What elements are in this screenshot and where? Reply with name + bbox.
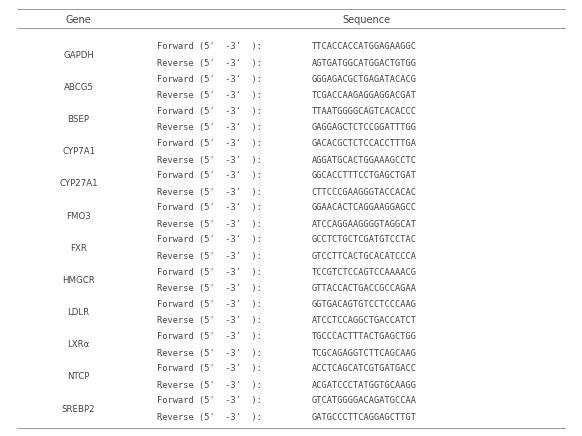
Text: SREBP2: SREBP2 bbox=[62, 405, 95, 413]
Text: TCGACCAAGAGGAGGACGAT: TCGACCAAGAGGAGGACGAT bbox=[311, 91, 416, 100]
Text: GGGAGACGCTGAGATACACG: GGGAGACGCTGAGATACACG bbox=[311, 75, 416, 84]
Text: Forward (5'  -3'  ):: Forward (5' -3' ): bbox=[157, 203, 262, 212]
Text: TCGCAGAGGTCTTCAGCAAG: TCGCAGAGGTCTTCAGCAAG bbox=[311, 348, 416, 358]
Text: GTCATGGGGACAGATGCCAA: GTCATGGGGACAGATGCCAA bbox=[311, 396, 416, 405]
Text: AGTGATGGCATGGACTGTGG: AGTGATGGCATGGACTGTGG bbox=[311, 59, 416, 68]
Text: Forward (5'  -3'  ):: Forward (5' -3' ): bbox=[157, 364, 262, 373]
Text: ATCCTCCAGGCTGACCATCT: ATCCTCCAGGCTGACCATCT bbox=[311, 317, 416, 325]
Text: TCCGTCTCCAGTCCAAAACG: TCCGTCTCCAGTCCAAAACG bbox=[311, 268, 416, 276]
Text: ABCG5: ABCG5 bbox=[63, 83, 94, 92]
Text: Reverse (5'  -3'  ):: Reverse (5' -3' ): bbox=[157, 188, 262, 197]
Text: GTTACCACTGACCGCCAGAA: GTTACCACTGACCGCCAGAA bbox=[311, 284, 416, 293]
Text: CYP7A1: CYP7A1 bbox=[62, 147, 95, 156]
Text: Reverse (5'  -3'  ):: Reverse (5' -3' ): bbox=[157, 91, 262, 100]
Text: LXRα: LXRα bbox=[68, 340, 90, 349]
Text: GACACGCTCTCCACCTTTGA: GACACGCTCTCCACCTTTGA bbox=[311, 139, 416, 148]
Text: NTCP: NTCP bbox=[68, 372, 90, 382]
Text: AGGATGCACTGGAAAGCCTC: AGGATGCACTGGAAAGCCTC bbox=[311, 156, 416, 165]
Text: BSEP: BSEP bbox=[68, 115, 90, 124]
Text: TGCCCACTTTACTGAGCTGG: TGCCCACTTTACTGAGCTGG bbox=[311, 332, 416, 341]
Text: ACCTCAGCATCGTGATGACC: ACCTCAGCATCGTGATGACC bbox=[311, 364, 416, 373]
Text: GAPDH: GAPDH bbox=[63, 51, 94, 60]
Text: GGAACACTCAGGAAGGAGCC: GGAACACTCAGGAAGGAGCC bbox=[311, 203, 416, 212]
Text: Forward (5'  -3'  ):: Forward (5' -3' ): bbox=[157, 107, 262, 116]
Text: Forward (5'  -3'  ):: Forward (5' -3' ): bbox=[157, 396, 262, 405]
Text: Forward (5'  -3'  ):: Forward (5' -3' ): bbox=[157, 171, 262, 180]
Text: Sequence: Sequence bbox=[343, 15, 391, 24]
Text: GATGCCCTTCAGGAGCTTGT: GATGCCCTTCAGGAGCTTGT bbox=[311, 413, 416, 422]
Text: Reverse (5'  -3'  ):: Reverse (5' -3' ): bbox=[157, 317, 262, 325]
Text: Reverse (5'  -3'  ):: Reverse (5' -3' ): bbox=[157, 252, 262, 261]
Text: GGCACCTTTCCTGAGCTGAT: GGCACCTTTCCTGAGCTGAT bbox=[311, 171, 416, 180]
Text: HMGCR: HMGCR bbox=[62, 276, 95, 285]
Text: ATCCAGGAAGGGGTAGGCAT: ATCCAGGAAGGGGTAGGCAT bbox=[311, 220, 416, 229]
Text: Reverse (5'  -3'  ):: Reverse (5' -3' ): bbox=[157, 123, 262, 133]
Text: Reverse (5'  -3'  ):: Reverse (5' -3' ): bbox=[157, 284, 262, 293]
Text: Reverse (5'  -3'  ):: Reverse (5' -3' ): bbox=[157, 348, 262, 358]
Text: FXR: FXR bbox=[70, 244, 87, 253]
Text: Forward (5'  -3'  ):: Forward (5' -3' ): bbox=[157, 268, 262, 276]
Text: Forward (5'  -3'  ):: Forward (5' -3' ): bbox=[157, 300, 262, 309]
Text: CYP27A1: CYP27A1 bbox=[59, 180, 98, 188]
Text: Forward (5'  -3'  ):: Forward (5' -3' ): bbox=[157, 139, 262, 148]
Text: ACGATCCCTATGGTGCAAGG: ACGATCCCTATGGTGCAAGG bbox=[311, 381, 416, 390]
Text: GAGGAGCTCTCCGGATTTGG: GAGGAGCTCTCCGGATTTGG bbox=[311, 123, 416, 133]
Text: Reverse (5'  -3'  ):: Reverse (5' -3' ): bbox=[157, 381, 262, 390]
Text: Forward (5'  -3'  ):: Forward (5' -3' ): bbox=[157, 332, 262, 341]
Text: TTAATGGGGCAGTCACACCC: TTAATGGGGCAGTCACACCC bbox=[311, 107, 416, 116]
Text: Gene: Gene bbox=[66, 15, 91, 24]
Text: TTCACCACCATGGAGAAGGC: TTCACCACCATGGAGAAGGC bbox=[311, 42, 416, 51]
Text: Reverse (5'  -3'  ):: Reverse (5' -3' ): bbox=[157, 59, 262, 68]
Text: GTCCTTCACTGCACATCCCA: GTCCTTCACTGCACATCCCA bbox=[311, 252, 416, 261]
Text: Forward (5'  -3'  ):: Forward (5' -3' ): bbox=[157, 235, 262, 245]
Text: GCCTCTGCTCGATGTCCTAC: GCCTCTGCTCGATGTCCTAC bbox=[311, 235, 416, 245]
Text: CTTCCCGAAGGGTACCACAC: CTTCCCGAAGGGTACCACAC bbox=[311, 188, 416, 197]
Text: Reverse (5'  -3'  ):: Reverse (5' -3' ): bbox=[157, 220, 262, 229]
Text: Reverse (5'  -3'  ):: Reverse (5' -3' ): bbox=[157, 156, 262, 165]
Text: Forward (5'  -3'  ):: Forward (5' -3' ): bbox=[157, 75, 262, 84]
Text: LDLR: LDLR bbox=[68, 308, 90, 317]
Text: Forward (5'  -3'  ):: Forward (5' -3' ): bbox=[157, 42, 262, 51]
Text: Reverse (5'  -3'  ):: Reverse (5' -3' ): bbox=[157, 413, 262, 422]
Text: FMO3: FMO3 bbox=[66, 211, 91, 221]
Text: GGTGACAGTGTCCTCCCAAG: GGTGACAGTGTCCTCCCAAG bbox=[311, 300, 416, 309]
